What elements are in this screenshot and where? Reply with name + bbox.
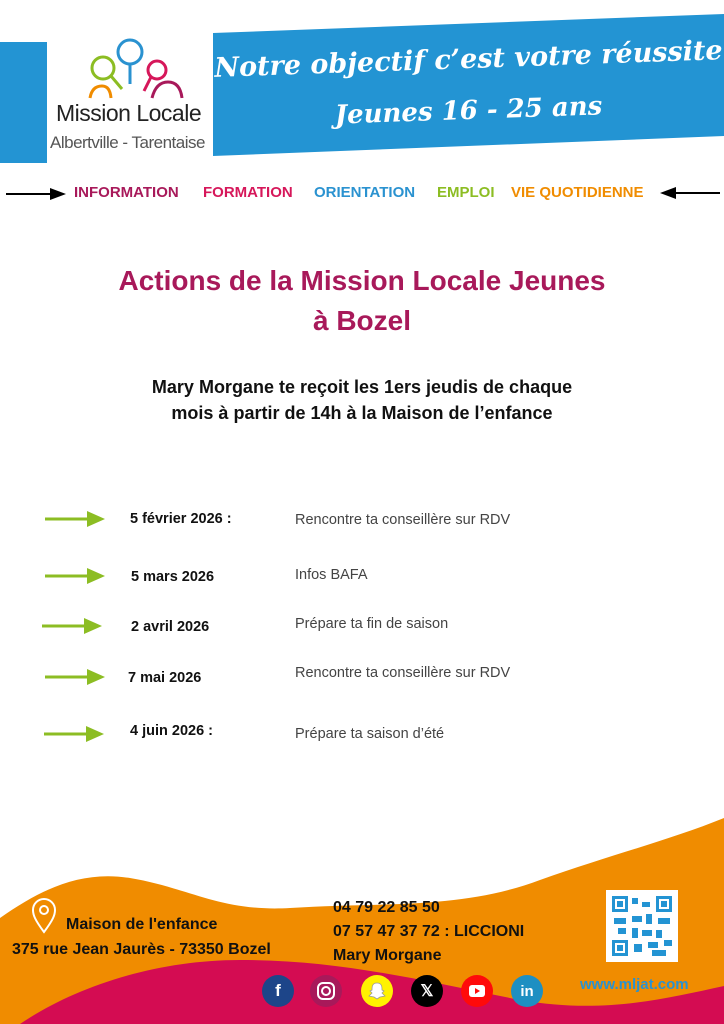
slogan-banner — [213, 14, 724, 156]
arrow-right-icon — [6, 188, 66, 200]
arrow-left-icon — [660, 187, 720, 199]
logo: Mission Locale Albertville - Tarentaise — [48, 36, 208, 158]
youtube-icon[interactable] — [461, 975, 493, 1007]
nav-vie-quotidienne: VIE QUOTIDIENNE — [511, 184, 644, 201]
qr-code-icon — [612, 896, 672, 956]
intro-line2: mois à partir de 14h à la Maison de l’en… — [171, 403, 553, 423]
event-description: Prépare ta fin de saison — [295, 616, 449, 632]
qr-code[interactable] — [606, 890, 678, 962]
x-icon[interactable]: 𝕏 — [411, 975, 443, 1007]
footer-phone1: 04 79 22 85 50 — [333, 899, 440, 916]
green-arrow-icon — [44, 726, 104, 742]
event-description: Prépare ta saison d’été — [295, 726, 445, 742]
green-arrow-icon — [45, 568, 105, 584]
green-arrow-icon — [45, 511, 105, 527]
nav-emploi: EMPLOI — [437, 184, 495, 201]
page-title-line1: Actions de la Mission Locale Jeunes — [118, 265, 606, 296]
event-description: Infos BAFA — [295, 567, 368, 583]
green-arrow-icon — [45, 669, 105, 685]
intro-line1: Mary Morgane te reçoit les 1ers jeudis d… — [151, 377, 573, 397]
nav-orientation: ORIENTATION — [314, 184, 416, 201]
page-title-line2: à Bozel — [312, 305, 412, 336]
event-date: 4 juin 2026 : — [130, 723, 214, 739]
location-pin-icon — [31, 898, 57, 934]
event-date: 5 mars 2026 — [131, 569, 215, 585]
facebook-icon[interactable]: f — [262, 975, 294, 1007]
nav-information: INFORMATION — [74, 184, 179, 201]
nav-formation: FORMATION — [203, 184, 293, 201]
left-blue-block — [0, 42, 47, 163]
linkedin-icon[interactable]: in — [511, 975, 543, 1007]
instagram-icon[interactable] — [310, 975, 342, 1007]
event-description: Rencontre ta conseillère sur RDV — [295, 665, 511, 681]
footer-address: 375 rue Jean Jaurès - 73350 Bozel — [12, 941, 271, 958]
event-date: 2 avril 2026 — [131, 619, 210, 635]
footer-phone2: 07 57 47 37 72 : LICCIONI — [333, 923, 525, 940]
green-arrow-icon — [42, 618, 102, 634]
event-date: 7 mai 2026 — [128, 670, 202, 686]
logo-people-icon — [88, 38, 184, 99]
footer-place: Maison de l'enfance — [66, 916, 218, 933]
footer-contact-name: Mary Morgane — [333, 947, 442, 964]
logo-subtitle: Albertville - Tarentaise — [50, 133, 205, 152]
logo-name: Mission Locale — [56, 100, 202, 126]
event-date: 5 février 2026 : — [130, 511, 232, 527]
snapchat-icon[interactable] — [361, 975, 393, 1007]
event-description: Rencontre ta conseillère sur RDV — [295, 512, 511, 528]
website-link[interactable]: www.mljat.com — [580, 976, 689, 993]
